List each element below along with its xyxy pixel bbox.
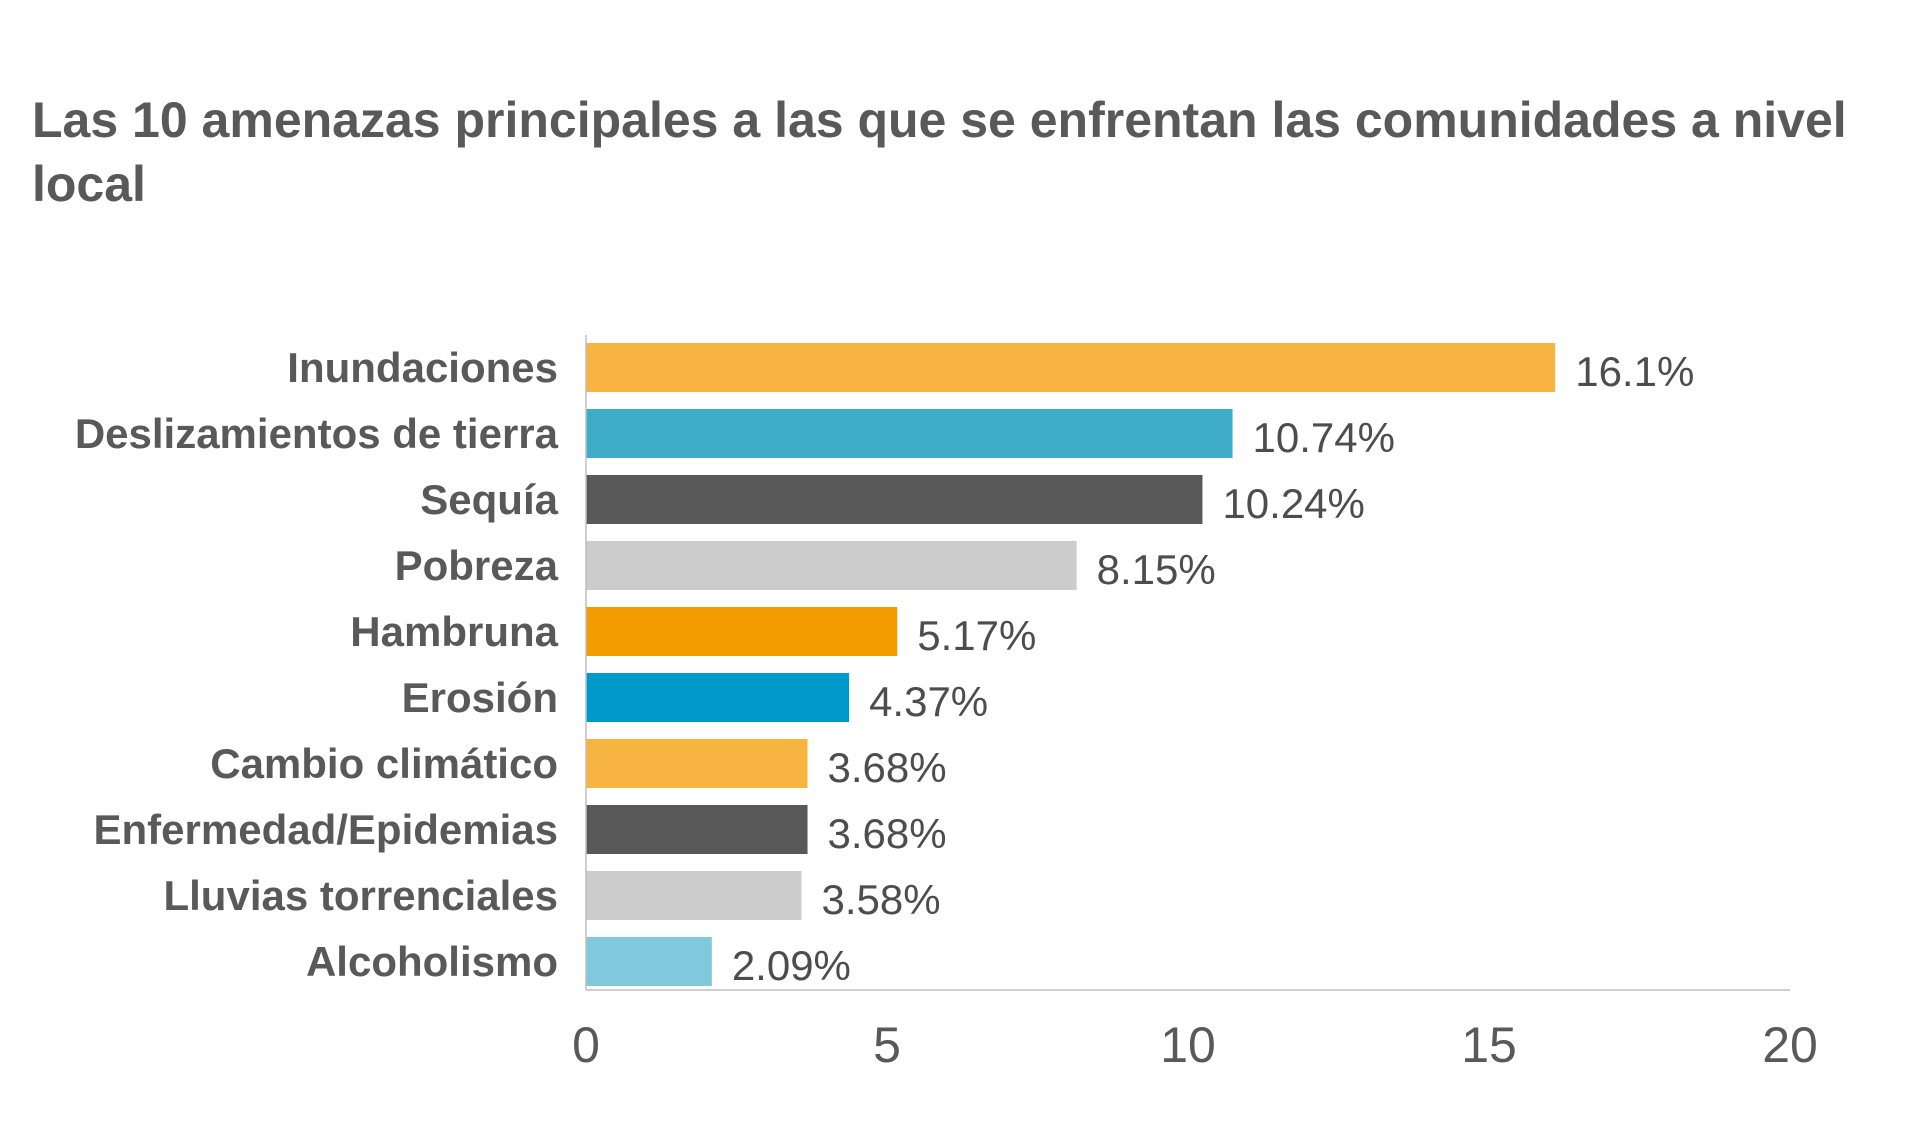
value-label: 5.17% — [917, 612, 1036, 659]
value-label: 3.68% — [828, 744, 947, 791]
bar-2 — [586, 409, 1233, 458]
x-tick-label: 20 — [1762, 1017, 1818, 1073]
category-label: Hambruna — [350, 608, 558, 655]
bars-layer — [586, 343, 1556, 986]
bar-1 — [586, 343, 1556, 392]
value-label: 8.15% — [1097, 546, 1216, 593]
value-labels: 16.1% 10.74% 10.24%8.15% 5.17% 4.37% 3.68% 3.6… — [732, 348, 1694, 989]
category-label: Enfermedad/Epidemias — [94, 806, 558, 853]
x-tick-label: 0 — [572, 1017, 600, 1073]
bar-5 — [586, 607, 898, 656]
x-tick-label: 15 — [1461, 1017, 1517, 1073]
category-labels: Inundaciones Deslizamientos de tierra Sequ… — [75, 344, 559, 985]
value-label: 3.58% — [822, 876, 941, 923]
value-label: 3.68% — [828, 810, 947, 857]
x-tick-labels: 0 5 10 15 20 — [572, 1017, 1818, 1073]
bar-7 — [586, 739, 808, 788]
x-tick-label: 10 — [1160, 1017, 1216, 1073]
category-label: Cambio climático — [210, 740, 558, 787]
category-label: Inundaciones — [287, 344, 558, 391]
bar-8 — [586, 805, 808, 854]
bar-3 — [586, 475, 1203, 524]
category-label: Alcoholismo — [306, 938, 558, 985]
value-label: 4.37% — [869, 678, 988, 725]
bar-10 — [586, 937, 712, 986]
value-label: 16.1% — [1575, 348, 1694, 395]
bar-9 — [586, 871, 802, 920]
category-label: Deslizamientos de tierra — [75, 410, 559, 457]
value-label: 2.09% — [732, 942, 851, 989]
chart-title: Las 10 amenazas principales a las que se… — [32, 92, 1847, 212]
value-label: 10.74% — [1253, 414, 1395, 461]
bar-4 — [586, 541, 1077, 590]
category-label: Sequía — [420, 476, 558, 523]
category-label: Erosión — [402, 674, 558, 721]
category-label: Pobreza — [395, 542, 559, 589]
value-label: 10.24% — [1222, 480, 1364, 527]
category-label: Lluvias torrenciales — [163, 872, 558, 919]
x-tick-label: 5 — [873, 1017, 901, 1073]
axes — [585, 335, 1790, 991]
bar-6 — [586, 673, 850, 722]
